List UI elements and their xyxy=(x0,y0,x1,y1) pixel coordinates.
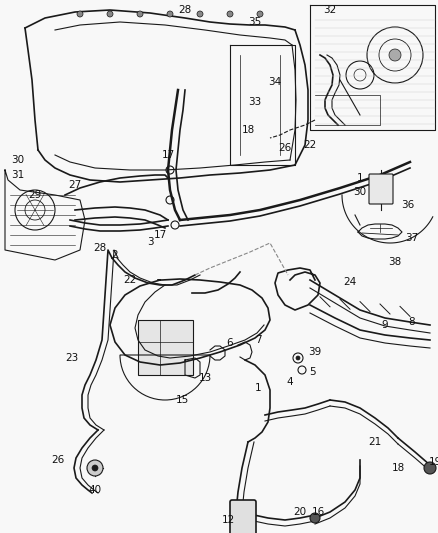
Text: 40: 40 xyxy=(88,485,102,495)
Text: 2: 2 xyxy=(112,250,118,260)
FancyBboxPatch shape xyxy=(230,500,256,533)
Circle shape xyxy=(197,11,203,17)
Circle shape xyxy=(77,11,83,17)
Text: 30: 30 xyxy=(353,187,367,197)
Circle shape xyxy=(227,11,233,17)
Text: 28: 28 xyxy=(178,5,192,15)
Text: 6: 6 xyxy=(227,338,233,348)
Circle shape xyxy=(310,513,320,523)
Text: 34: 34 xyxy=(268,77,282,87)
Circle shape xyxy=(389,49,401,61)
Circle shape xyxy=(167,11,173,17)
Text: 17: 17 xyxy=(161,150,175,160)
Text: 21: 21 xyxy=(368,437,381,447)
Text: 35: 35 xyxy=(248,17,261,27)
Text: 12: 12 xyxy=(221,515,235,525)
FancyBboxPatch shape xyxy=(138,320,193,375)
Text: 36: 36 xyxy=(401,200,415,210)
FancyBboxPatch shape xyxy=(369,174,393,204)
Text: 23: 23 xyxy=(65,353,79,363)
Text: 1: 1 xyxy=(357,173,363,183)
Text: 17: 17 xyxy=(153,230,166,240)
Text: 20: 20 xyxy=(293,507,307,517)
Text: 33: 33 xyxy=(248,97,261,107)
Text: 3: 3 xyxy=(147,237,153,247)
Text: 39: 39 xyxy=(308,347,321,357)
Text: 19: 19 xyxy=(428,457,438,467)
Text: 29: 29 xyxy=(28,190,42,200)
Text: 24: 24 xyxy=(343,277,357,287)
Text: 9: 9 xyxy=(381,320,389,330)
Text: 22: 22 xyxy=(304,140,317,150)
Text: 16: 16 xyxy=(311,507,325,517)
Circle shape xyxy=(424,462,436,474)
Circle shape xyxy=(87,460,103,476)
Text: 18: 18 xyxy=(241,125,254,135)
Text: 15: 15 xyxy=(175,395,189,405)
Text: 32: 32 xyxy=(323,5,337,15)
Circle shape xyxy=(92,465,98,471)
Text: 5: 5 xyxy=(309,367,315,377)
Text: 8: 8 xyxy=(409,317,415,327)
Text: 1: 1 xyxy=(254,383,261,393)
Text: 7: 7 xyxy=(254,335,261,345)
Text: 38: 38 xyxy=(389,257,402,267)
Text: 31: 31 xyxy=(11,170,25,180)
Text: 18: 18 xyxy=(392,463,405,473)
Text: 28: 28 xyxy=(93,243,106,253)
Text: 22: 22 xyxy=(124,275,137,285)
Text: 13: 13 xyxy=(198,373,212,383)
Text: 37: 37 xyxy=(406,233,419,243)
Text: 27: 27 xyxy=(68,180,81,190)
Text: 26: 26 xyxy=(51,455,65,465)
Circle shape xyxy=(107,11,113,17)
Text: 30: 30 xyxy=(11,155,25,165)
Text: 26: 26 xyxy=(279,143,292,153)
Text: 4: 4 xyxy=(287,377,293,387)
Circle shape xyxy=(257,11,263,17)
Circle shape xyxy=(296,356,300,360)
Circle shape xyxy=(137,11,143,17)
